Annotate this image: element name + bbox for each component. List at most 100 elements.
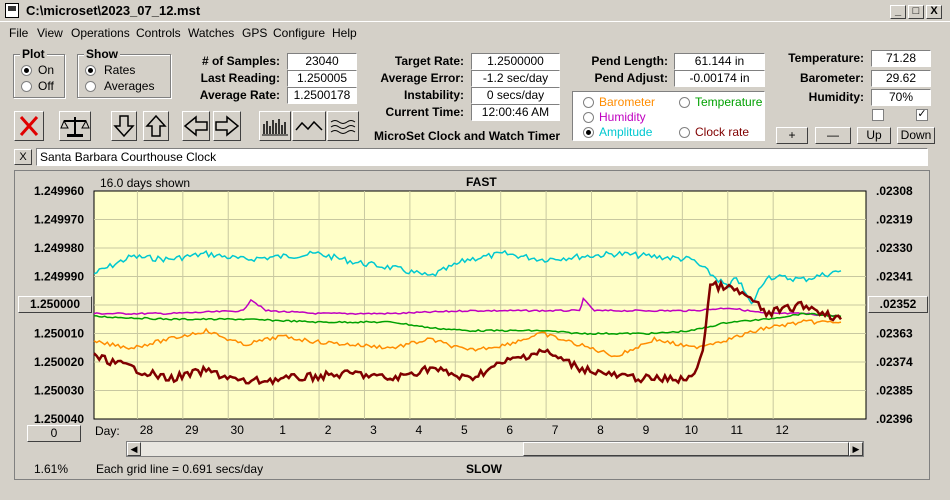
temperature-radio[interactable] <box>679 97 690 108</box>
slow-label: SLOW <box>466 462 502 476</box>
arrow-down-button[interactable] <box>111 111 137 141</box>
y-tick-label-right: .02330 <box>876 241 913 255</box>
down-button[interactable]: Down <box>897 127 935 144</box>
average-error-field: -1.2 sec/day <box>471 70 560 87</box>
pend-length-label: Pend Length: <box>591 54 668 68</box>
up-button[interactable]: Up <box>857 127 891 144</box>
x-tick-label: 1 <box>279 423 286 437</box>
scroll-right-button[interactable]: ▶ <box>849 442 863 456</box>
stop-button[interactable] <box>14 111 44 141</box>
x-tick-label: 8 <box>597 423 604 437</box>
plus-button[interactable]: + <box>776 127 808 144</box>
bars-button[interactable] <box>259 111 291 141</box>
close-button[interactable]: X <box>926 5 942 19</box>
minus-button[interactable]: — <box>815 127 851 144</box>
watch-close-button[interactable]: X <box>14 149 32 165</box>
x-tick-label: 5 <box>461 423 468 437</box>
plot-on-label: On <box>38 63 55 77</box>
clock-rate-radio[interactable] <box>679 127 690 138</box>
y-tick-label-left: 1.250040 <box>34 412 84 426</box>
show-group: Show Rates Averages <box>77 47 171 98</box>
plot-off-radio[interactable] <box>21 81 32 92</box>
target-rate-label: Target Rate: <box>394 54 464 68</box>
menu-view[interactable]: View <box>37 26 63 40</box>
x-tick-label: 10 <box>685 423 699 437</box>
menu-controls[interactable]: Controls <box>136 26 181 40</box>
amplitude-radio[interactable] <box>583 127 594 138</box>
average-rate-field: 1.2500178 <box>287 87 357 104</box>
show-rates-label: Rates <box>104 63 136 77</box>
show-rates-radio[interactable] <box>85 65 96 76</box>
barometer-radio[interactable] <box>583 97 594 108</box>
current-time-field: 12:00:46 AM <box>471 104 560 121</box>
y-tick-label-left: 1.249960 <box>34 184 84 198</box>
center-rate-button[interactable]: 1.250000 <box>18 296 92 313</box>
minimize-button[interactable]: _ <box>890 5 906 19</box>
app-caption: MicroSet Clock and Watch Timer <box>374 129 561 143</box>
y-tick-label-right: .02374 <box>876 355 913 369</box>
series-line-humidity <box>93 297 842 318</box>
samples-field: 23040 <box>287 53 357 70</box>
y-tick-label-right: .02363 <box>876 327 913 341</box>
wave-button[interactable] <box>292 111 326 141</box>
plot-group: Plot On Off <box>13 47 65 98</box>
right-value-button[interactable]: .02352 <box>868 296 928 313</box>
arrow-up-button[interactable] <box>143 111 169 141</box>
menu-operations[interactable]: Operations <box>71 26 130 40</box>
pend-adjust-field: -0.00174 in <box>674 70 765 87</box>
arrow-up-icon <box>145 114 167 137</box>
scale-button[interactable] <box>59 111 91 141</box>
samples-label: # of Samples: <box>201 54 280 68</box>
day-label: Day: <box>95 424 120 438</box>
menu-gps[interactable]: GPS <box>242 26 268 40</box>
y-tick-label-left: 1.249980 <box>34 241 84 255</box>
scale-icon <box>60 117 90 137</box>
plot-on-radio[interactable] <box>21 65 32 76</box>
menu-watches[interactable]: Watches <box>188 26 235 40</box>
grid-note: Each grid line = 0.691 secs/day <box>96 462 264 476</box>
target-rate-field[interactable]: 1.2500000 <box>471 53 560 70</box>
series-select-box: Barometer Temperature Humidity Amplitude… <box>572 91 765 141</box>
menu-file[interactable]: File <box>9 26 29 40</box>
stop-icon <box>19 116 39 136</box>
menu-help[interactable]: Help <box>332 26 357 40</box>
pend-adjust-label: Pend Adjust: <box>594 71 668 85</box>
y-tick-label-left: 1.249990 <box>34 270 84 284</box>
arrow-down-icon <box>113 115 135 138</box>
arrow-left-icon <box>183 115 208 137</box>
x-tick-label: 7 <box>552 423 559 437</box>
instability-label: Instability: <box>403 88 464 102</box>
multiwave-button[interactable] <box>327 111 359 141</box>
x-tick-label: 12 <box>775 423 789 437</box>
pend-length-field[interactable]: 61.144 in <box>674 53 765 70</box>
x-tick-label: 11 <box>731 423 744 437</box>
zero-button[interactable]: 0 <box>27 425 81 442</box>
checkbox-1[interactable] <box>872 109 884 121</box>
x-tick-label: 30 <box>231 423 245 437</box>
arrow-right-icon <box>215 115 240 137</box>
x-tick-label: 6 <box>506 423 513 437</box>
days-shown-label: 16.0 days shown <box>100 176 191 190</box>
show-group-caption: Show <box>84 47 120 61</box>
y-tick-label-left: 1.250030 <box>34 384 84 398</box>
y-tick-label-right: .02319 <box>876 213 913 227</box>
y-tick-label-right: .02308 <box>876 184 913 198</box>
y-tick-label-right: .02396 <box>876 412 913 426</box>
wave-icon <box>295 120 323 131</box>
title-bar: C:\microset\2023_07_12.mst _ □ X <box>0 0 950 22</box>
time-scrollbar[interactable]: ◀ ▶ <box>126 441 864 457</box>
arrow-right-button[interactable] <box>213 111 241 141</box>
temperature-field: 71.28 <box>871 50 931 67</box>
watch-name-input[interactable]: Santa Barbara Courthouse Clock <box>36 148 928 166</box>
x-tick-label: 29 <box>185 423 199 437</box>
arrow-left-button[interactable] <box>182 111 210 141</box>
bars-icon <box>262 119 288 136</box>
scroll-left-button[interactable]: ◀ <box>127 442 141 456</box>
scroll-thumb[interactable] <box>523 442 849 456</box>
menu-configure[interactable]: Configure <box>273 26 326 40</box>
show-averages-radio[interactable] <box>85 81 96 92</box>
maximize-button[interactable]: □ <box>908 5 924 19</box>
average-rate-label: Average Rate: <box>199 88 280 102</box>
checkbox-2[interactable]: ✓ <box>916 108 928 121</box>
humidity-radio[interactable] <box>583 112 594 123</box>
